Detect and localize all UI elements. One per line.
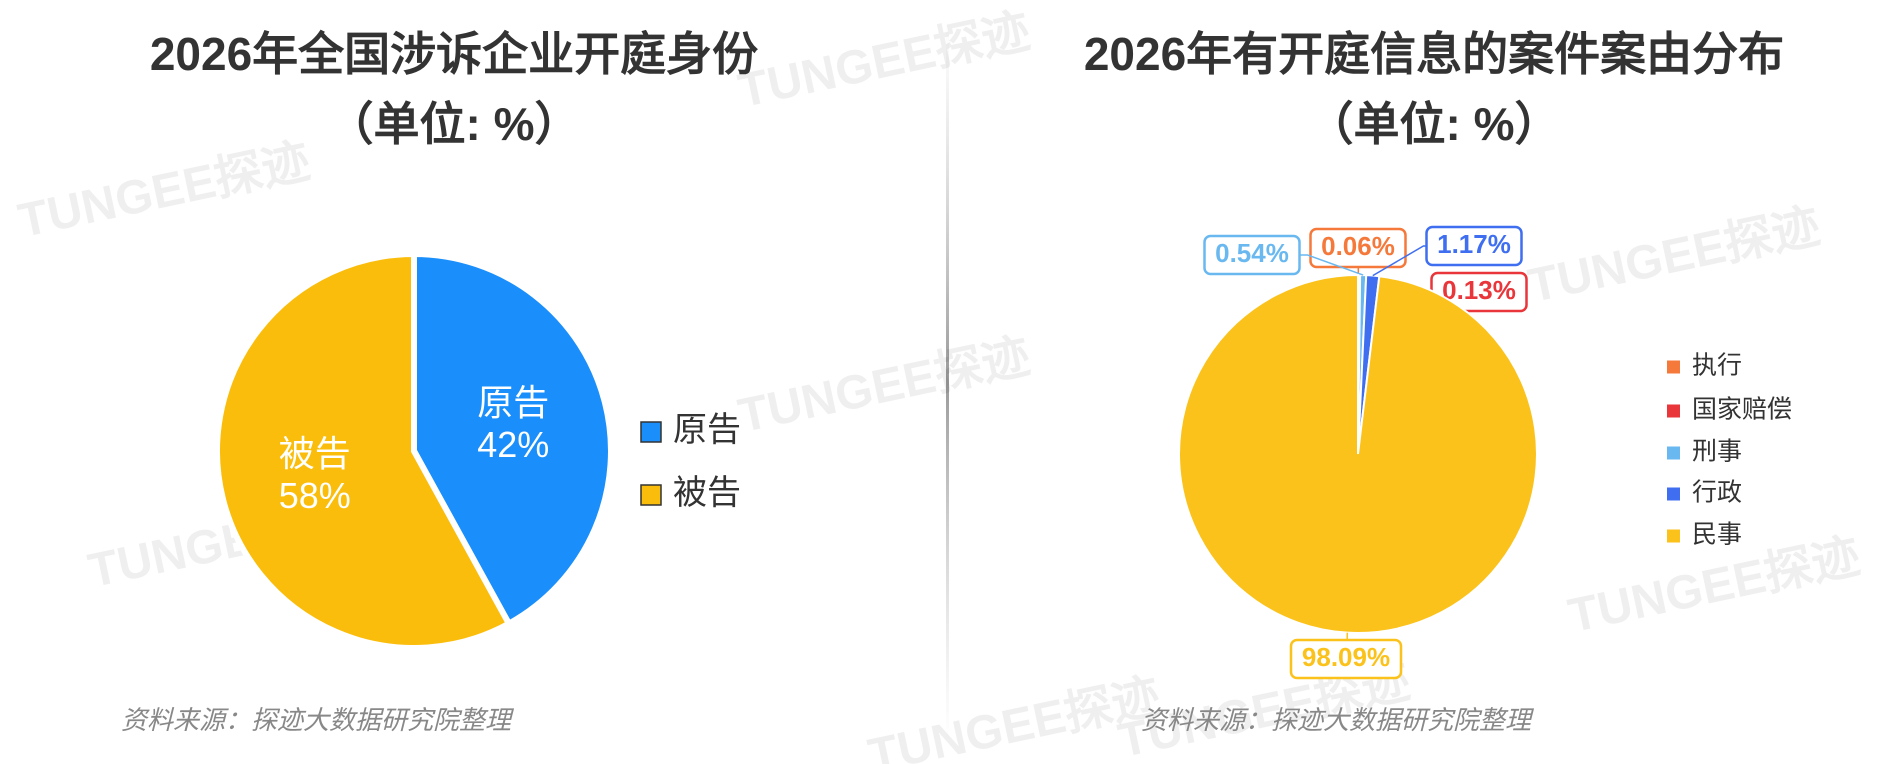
label-box	[1203, 234, 1301, 276]
source-note: 资料来源：探迹大数据研究院整理	[1141, 705, 1535, 735]
watermark: TUNGEE探迹	[14, 135, 315, 248]
legend-marker	[1667, 529, 1680, 543]
legend-label: 行政	[1692, 479, 1742, 507]
legend-marker	[1667, 404, 1680, 418]
chart-subtitle: （单位: %）	[328, 98, 581, 150]
legend-marker	[640, 484, 662, 506]
slice-category: 原告	[477, 382, 549, 423]
slice-label: 0.54%	[1215, 238, 1289, 268]
legend-label: 被告	[673, 474, 741, 512]
legend-label: 国家赔偿	[1692, 396, 1792, 424]
chart-title: 2026年有开庭信息的案件案由分布	[1084, 28, 1784, 80]
watermark: TUNGEE探迹	[1524, 200, 1825, 313]
chart-title: 2026年全国涉诉企业开庭身份	[150, 28, 758, 80]
divider	[946, 20, 949, 740]
legend-label: 刑事	[1692, 438, 1742, 466]
label-box	[1425, 225, 1523, 267]
slice-label: 98.09%	[1302, 642, 1390, 672]
watermark: TUNGEE探迹	[734, 5, 1035, 118]
legend-label: 民事	[1692, 521, 1742, 549]
slice-category: 被告	[279, 433, 351, 474]
watermark: TUNGEE探迹	[734, 330, 1035, 443]
label-box	[1309, 227, 1407, 269]
slice-label: 0.13%	[1442, 275, 1516, 305]
slice-label: 0.06%	[1321, 231, 1395, 261]
legend-label: 执行	[1692, 352, 1742, 380]
legend-marker	[640, 421, 662, 443]
slice-label: 1.17%	[1437, 229, 1511, 259]
pie-slice	[214, 250, 513, 651]
chart-subtitle: （单位: %）	[1308, 98, 1561, 150]
pie-slice	[411, 250, 614, 628]
slice-label: 42%	[477, 424, 549, 465]
source-note: 资料来源：探迹大数据研究院整理	[121, 705, 515, 735]
legend-label: 原告	[673, 411, 741, 449]
legend-marker	[1667, 487, 1680, 501]
label-box	[1289, 638, 1403, 680]
legend-marker	[1667, 446, 1680, 460]
legend-marker	[1667, 360, 1680, 374]
slice-label: 58%	[279, 475, 351, 516]
pie-slice	[1178, 273, 1538, 634]
